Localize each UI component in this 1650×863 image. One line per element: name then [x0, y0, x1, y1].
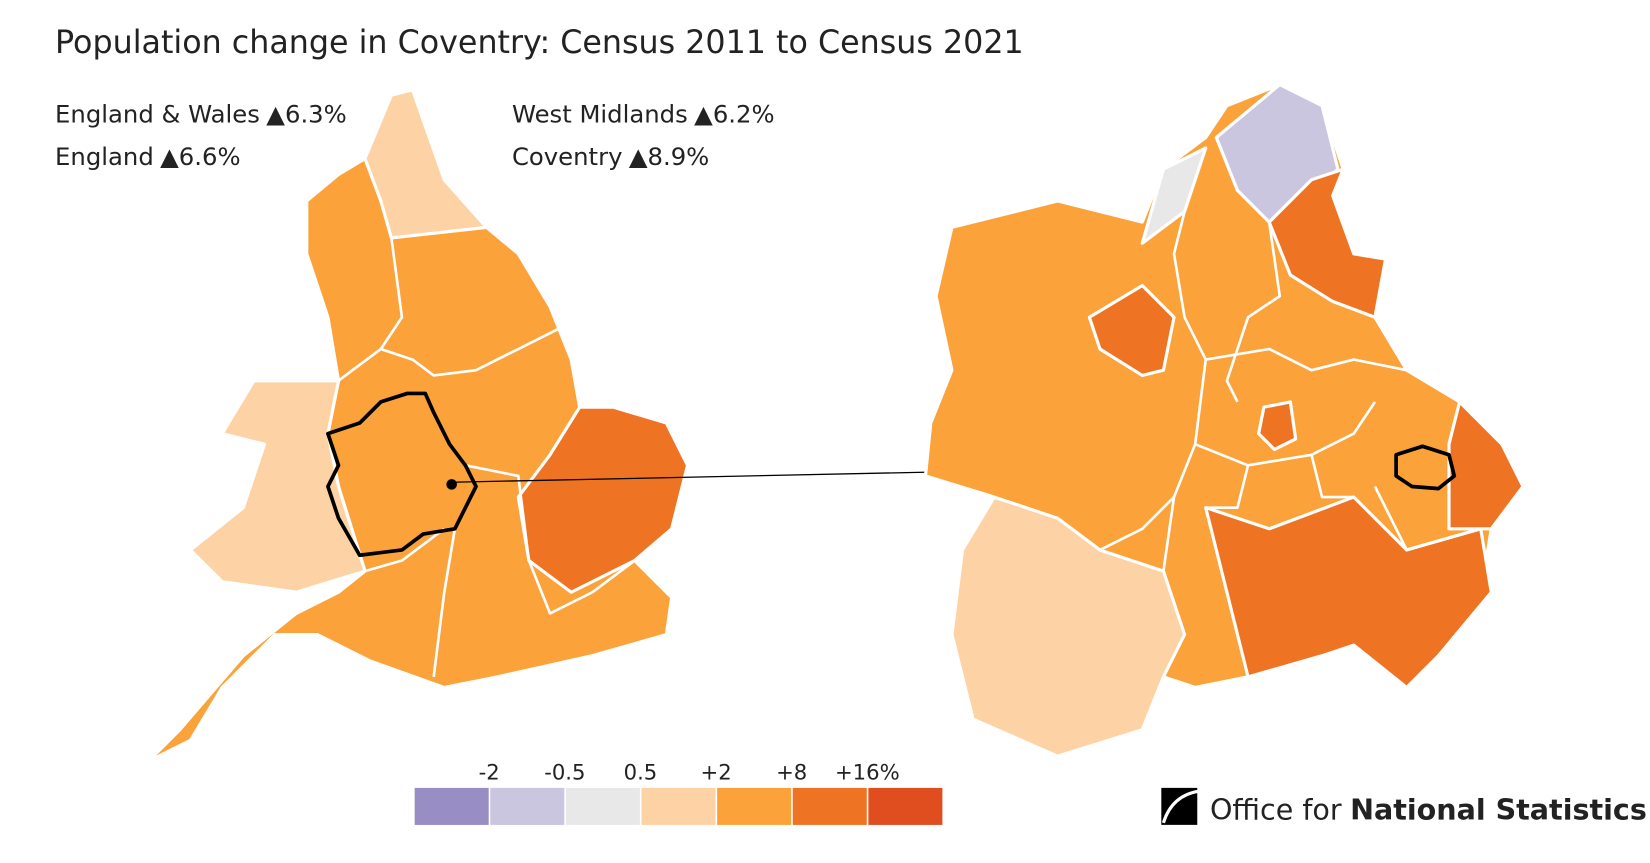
- coventry-marker: [446, 479, 457, 490]
- north-east: [363, 88, 489, 240]
- district: [1267, 167, 1388, 319]
- stat-name: England: [55, 142, 154, 171]
- stat: England & Wales ▲6.3%: [55, 100, 347, 129]
- district: [1257, 400, 1298, 452]
- legend-label: +8: [776, 759, 807, 784]
- england-wales-map: [146, 88, 690, 764]
- stat: Coventry ▲8.9%: [512, 142, 709, 171]
- district: [1447, 400, 1525, 531]
- legend-swatch: [641, 787, 716, 825]
- west-midlands-map: [923, 83, 1525, 758]
- legend-label: +2: [700, 759, 731, 784]
- legend-swatch: [565, 787, 640, 825]
- stat-name: Coventry: [512, 142, 623, 171]
- legend-swatch: [868, 787, 943, 825]
- boundary: [1205, 347, 1407, 372]
- wales: [188, 379, 367, 594]
- england: [146, 88, 690, 764]
- boundary: [379, 237, 404, 350]
- stat-change: ▲8.9%: [629, 142, 709, 171]
- boundary: [1310, 454, 1354, 499]
- west-midlands-outline: [326, 391, 478, 558]
- legend-label: +16%: [835, 759, 900, 784]
- stat: West Midlands ▲6.2%: [512, 100, 775, 129]
- boundary: [1373, 485, 1408, 551]
- boundary: [432, 528, 457, 678]
- boundary: [1099, 496, 1175, 552]
- logo-bold: National Statistics: [1350, 793, 1647, 827]
- boundary: [465, 464, 636, 615]
- boundary: [1205, 465, 1250, 509]
- title: Population change in Coventry: Census 20…: [55, 25, 1024, 61]
- coventry-outline: [1394, 444, 1457, 491]
- boundary: [1225, 221, 1282, 403]
- logo-icon: [1161, 787, 1198, 825]
- logo-light: Office for: [1210, 793, 1342, 827]
- stat-change: ▲6.3%: [266, 100, 346, 129]
- legend-swatch: [717, 787, 792, 825]
- ons-logo: Office for National Statistics: [1161, 787, 1647, 827]
- legend-label: -2: [479, 759, 500, 784]
- boundary: [364, 527, 446, 573]
- legend-swatch: [490, 787, 565, 825]
- stat-name: England & Wales: [55, 100, 260, 129]
- stat: England ▲6.6%: [55, 142, 241, 171]
- stat-change: ▲6.2%: [694, 100, 774, 129]
- stat-name: West Midlands: [512, 100, 688, 129]
- district: [1140, 146, 1208, 245]
- stat-change: ▲6.6%: [160, 142, 240, 171]
- legend-swatch: [414, 787, 489, 825]
- legend-swatch: [792, 787, 867, 825]
- legend: -2 -0.5 0.5 +2 +8 +16%: [414, 759, 943, 825]
- logo-swoosh: [1161, 789, 1200, 824]
- district: [950, 495, 1187, 758]
- logo-text: Office for National Statistics: [1210, 793, 1647, 827]
- legend-label: -0.5: [544, 759, 585, 784]
- district: [1087, 283, 1176, 378]
- legend-label: 0.5: [624, 759, 658, 784]
